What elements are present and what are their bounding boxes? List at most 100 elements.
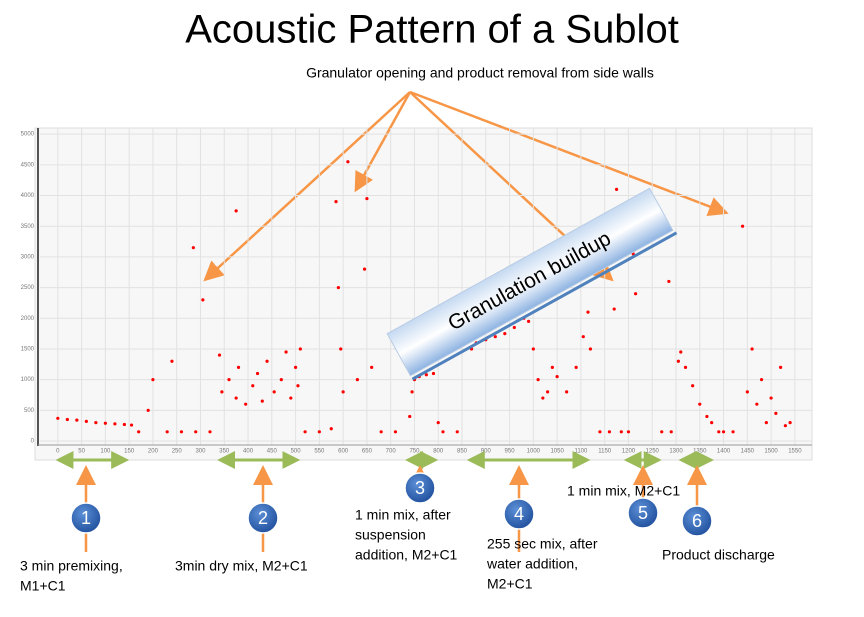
point: [265, 359, 269, 363]
point: [565, 390, 569, 394]
point: [779, 365, 783, 369]
point: [122, 422, 126, 427]
x-tick-label: 750: [409, 449, 420, 455]
point: [234, 396, 238, 400]
point: [598, 430, 602, 434]
x-tick-label: 1100: [574, 449, 588, 455]
point: [408, 414, 412, 419]
point: [227, 378, 231, 382]
point: [341, 390, 345, 394]
phase-label: M1+C1: [20, 578, 66, 594]
point: [683, 365, 688, 369]
point: [750, 347, 754, 351]
y-tick-label: 3000: [21, 254, 35, 260]
phase-label: 255 sec mix, after: [487, 536, 598, 552]
phase-marker: [681, 505, 713, 537]
point: [165, 430, 169, 434]
x-tick-label: 400: [243, 449, 254, 455]
point: [745, 390, 749, 394]
x-tick-label: 1050: [550, 449, 564, 455]
point: [607, 430, 612, 434]
point: [764, 420, 768, 425]
phase-label: 3min dry mix, M2+C1: [175, 558, 308, 574]
point: [574, 365, 578, 369]
point: [660, 430, 664, 434]
point: [676, 359, 680, 363]
point: [151, 378, 155, 382]
phase-number: 1: [81, 508, 91, 528]
chart-title: Acoustic Pattern of a Sublot: [185, 8, 679, 52]
point: [365, 196, 369, 201]
banner-box: [386, 187, 674, 377]
x-tick-label: 200: [148, 449, 159, 455]
arrow: [409, 90, 729, 216]
point: [493, 335, 497, 339]
point: [289, 396, 293, 400]
point: [260, 399, 264, 403]
point: [788, 420, 792, 425]
point: [137, 430, 141, 434]
point: [284, 350, 288, 354]
phase-number: 4: [514, 504, 524, 524]
y-tick-label: 5000: [21, 132, 35, 138]
point: [710, 420, 714, 425]
point: [293, 365, 298, 369]
point: [191, 246, 195, 250]
point: [424, 373, 428, 377]
x-tick-label: 100: [100, 449, 111, 455]
point: [541, 396, 545, 400]
point: [103, 421, 107, 425]
point: [370, 365, 374, 369]
y-tick-label: 0: [31, 439, 35, 445]
phase-number: 5: [638, 503, 648, 523]
point: [731, 430, 735, 434]
x-tick-label: 1150: [598, 449, 612, 455]
phase-label: water addition,: [486, 556, 578, 572]
point: [431, 371, 436, 376]
x-tick-label: 800: [433, 449, 444, 455]
y-tick-label: 500: [24, 408, 35, 414]
point: [759, 378, 764, 382]
point: [783, 424, 787, 428]
point: [65, 417, 69, 422]
point: [234, 209, 238, 213]
point: [393, 430, 398, 434]
x-tick-label: 1500: [764, 449, 778, 455]
point: [512, 325, 516, 330]
x-tick-label: 1400: [717, 449, 731, 455]
phase-marker: [70, 502, 102, 534]
point: [303, 430, 307, 434]
point: [201, 298, 205, 302]
phase-marker: [404, 472, 436, 504]
x-tick-label: 300: [195, 449, 206, 455]
point: [721, 430, 726, 434]
x-tick-label: 900: [481, 449, 492, 455]
point: [355, 378, 360, 382]
point: [679, 350, 683, 354]
point: [208, 430, 212, 434]
x-tick-label: 1300: [669, 449, 683, 455]
y-tick-label: 2000: [21, 316, 35, 322]
point: [334, 200, 338, 204]
phase-label: 1 min mix, M2+C1: [567, 483, 680, 499]
point: [336, 285, 340, 290]
point: [220, 390, 224, 394]
point: [455, 430, 459, 434]
point: [555, 374, 559, 379]
point: [244, 402, 248, 406]
y-tick-label: 1500: [21, 347, 35, 353]
point: [296, 384, 300, 388]
point: [667, 279, 671, 284]
x-tick-label: 1250: [646, 449, 660, 455]
point: [317, 430, 321, 434]
point: [774, 411, 778, 415]
y-tick-label: 2500: [21, 285, 35, 291]
point: [410, 390, 414, 394]
y-tick-label: 4000: [21, 193, 35, 199]
x-tick-label: 600: [338, 449, 349, 455]
annotation: Granulator opening and product removal f…: [306, 65, 654, 81]
plot-area: [34, 127, 813, 461]
point: [698, 402, 702, 406]
